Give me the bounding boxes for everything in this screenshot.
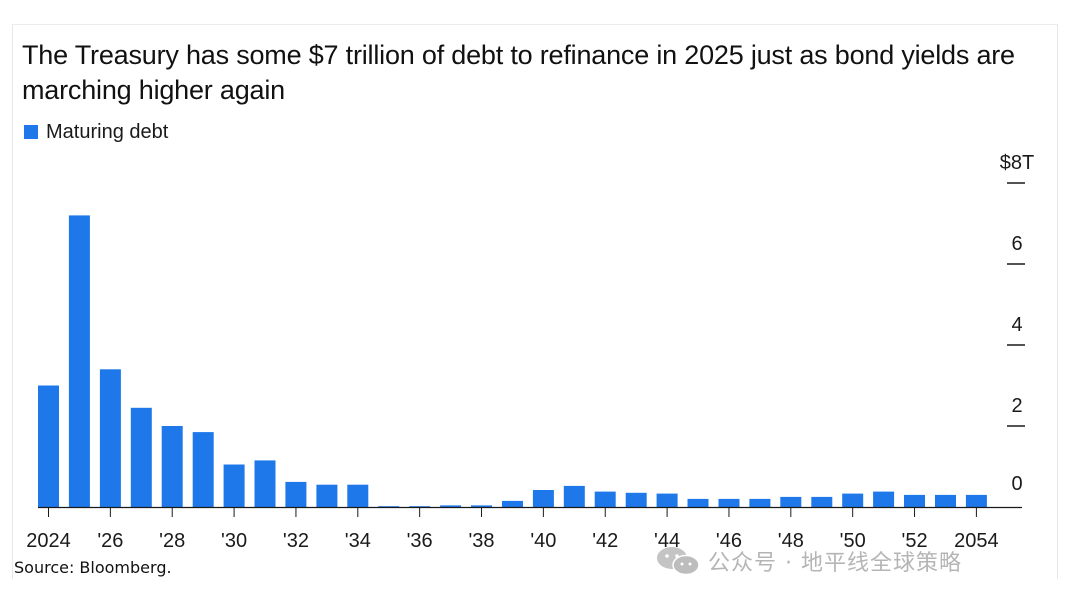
bar-2024	[38, 385, 59, 507]
x-tick-label: '26	[97, 530, 123, 552]
x-tick-label: 2024	[26, 530, 71, 552]
y-tick-label: 0	[1011, 473, 1022, 495]
bar-2037	[440, 505, 462, 507]
chart-title: The Treasury has some $7 trillion of deb…	[22, 40, 1015, 105]
bar-2034	[347, 484, 369, 507]
bar-2043	[625, 492, 647, 507]
y-tick-label: 6	[1011, 233, 1022, 255]
bar-2048	[780, 496, 802, 507]
bar-2028	[161, 426, 183, 507]
chart-legend: Maturing debt	[24, 120, 168, 144]
bar-2036	[409, 506, 431, 507]
bar-2054	[965, 494, 987, 507]
source-note: Source: Bloomberg.	[14, 558, 172, 577]
bar-2025	[68, 215, 90, 507]
x-tick-label: '44	[654, 530, 680, 552]
x-tick-label: '50	[840, 530, 866, 552]
x-tick-label: '46	[716, 530, 742, 552]
bar-2035	[378, 506, 400, 507]
legend-label: Maturing debt	[46, 120, 169, 143]
bar-2032	[285, 481, 307, 507]
bar-2047	[749, 498, 771, 507]
x-tick-label: '42	[592, 530, 618, 552]
bar-2052	[904, 494, 925, 507]
x-tick-label: '28	[159, 530, 185, 552]
x-tick-label: '40	[530, 530, 556, 552]
bar-2030	[223, 464, 245, 507]
bar-2049	[811, 496, 833, 507]
chart-frame	[12, 24, 1058, 579]
bar-2027	[130, 407, 152, 507]
x-tick-label: '32	[283, 530, 309, 552]
x-tick-label: 2054	[954, 530, 999, 552]
bar-2050	[842, 493, 864, 507]
x-tick-label: '52	[902, 530, 928, 552]
bar-2046	[718, 498, 740, 507]
y-tick-label: $8T	[1000, 152, 1034, 174]
bar-2039	[502, 500, 523, 507]
bar-2026	[99, 369, 121, 507]
x-tick-label: '34	[345, 530, 371, 552]
y-tick-label: 4	[1011, 314, 1022, 336]
y-tick-label: 2	[1011, 395, 1022, 417]
wechat-icon	[657, 547, 700, 576]
watermark-text: 公众号 · 地平线全球策略	[708, 551, 962, 576]
bar-2051	[873, 491, 895, 507]
bar-2041	[563, 485, 585, 507]
bar-2031	[254, 460, 276, 507]
x-tick-label: '48	[778, 530, 804, 552]
legend-swatch	[24, 125, 38, 139]
bar-2045	[687, 498, 709, 507]
x-tick-label: '36	[407, 530, 433, 552]
bar-2042	[594, 491, 616, 507]
x-tick-label: '30	[221, 530, 247, 552]
bar-2040	[532, 490, 554, 507]
bar-2033	[316, 484, 338, 507]
bar-2053	[935, 494, 956, 507]
x-tick-label: '38	[468, 530, 494, 552]
bar-2029	[192, 432, 214, 507]
watermark: 公众号 · 地平线全球策略	[654, 544, 962, 578]
bar-2044	[656, 493, 678, 507]
bar-2038	[471, 505, 492, 507]
